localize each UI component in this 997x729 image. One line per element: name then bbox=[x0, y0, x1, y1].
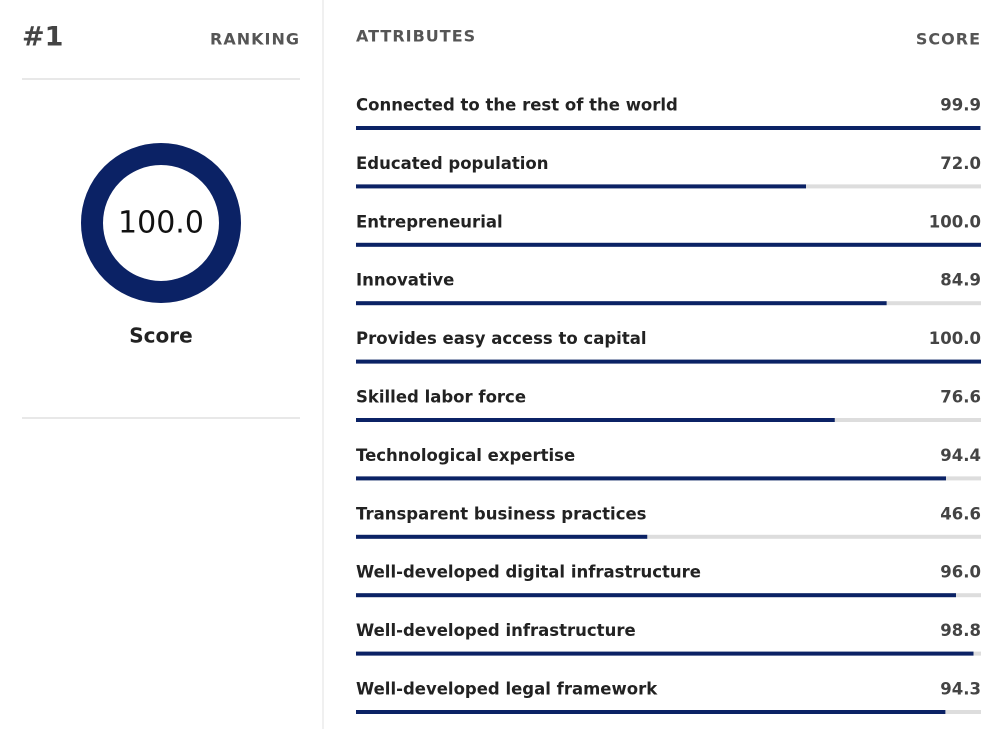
bar-track bbox=[356, 534, 981, 539]
bar bbox=[356, 593, 956, 598]
bar bbox=[356, 242, 981, 247]
attribute-score: 100.0 bbox=[929, 212, 981, 231]
bar bbox=[356, 418, 835, 422]
bar bbox=[356, 359, 981, 364]
attribute-score: 46.6 bbox=[940, 504, 981, 523]
attribute-score: 94.3 bbox=[940, 680, 981, 699]
attribute-label: Technological expertise bbox=[356, 446, 575, 465]
attribute-score: 96.0 bbox=[940, 563, 981, 582]
attribute-score: 76.6 bbox=[940, 388, 981, 407]
score-caption: Score bbox=[129, 324, 192, 348]
score-ring bbox=[81, 143, 241, 303]
rank: #1 bbox=[22, 22, 63, 53]
attribute-label: Connected to the rest of the world bbox=[356, 96, 678, 115]
score-value: 100.0 bbox=[118, 206, 204, 241]
attribute-label: Educated population bbox=[356, 154, 549, 173]
attribute-label: Skilled labor force bbox=[356, 388, 526, 407]
bar bbox=[356, 476, 946, 481]
attributes-header: ATTRIBUTES bbox=[356, 27, 476, 46]
rank-caption: RANKING bbox=[210, 30, 300, 49]
score-header: SCORE bbox=[916, 30, 981, 49]
attribute-label: Innovative bbox=[356, 271, 454, 290]
attribute-label: Well-developed legal framework bbox=[356, 680, 658, 699]
attribute-score: 100.0 bbox=[929, 329, 981, 348]
attribute-label: Transparent business practices bbox=[356, 504, 647, 523]
bar bbox=[356, 710, 946, 714]
bar bbox=[356, 184, 806, 189]
bar bbox=[356, 651, 974, 656]
attribute-score: 94.4 bbox=[940, 446, 981, 465]
bar bbox=[356, 301, 887, 306]
attribute-label: Provides easy access to capital bbox=[356, 329, 647, 348]
bar bbox=[356, 126, 981, 130]
attribute-score: 98.8 bbox=[940, 621, 981, 640]
attribute-score: 99.9 bbox=[940, 96, 981, 115]
attribute-label: Well-developed infrastructure bbox=[356, 621, 636, 640]
bar bbox=[356, 534, 648, 539]
attribute-score: 72.0 bbox=[940, 154, 981, 173]
attribute-label: Well-developed digital infrastructure bbox=[356, 563, 701, 582]
attribute-label: Entrepreneurial bbox=[356, 212, 503, 231]
attribute-score: 84.9 bbox=[940, 271, 981, 290]
